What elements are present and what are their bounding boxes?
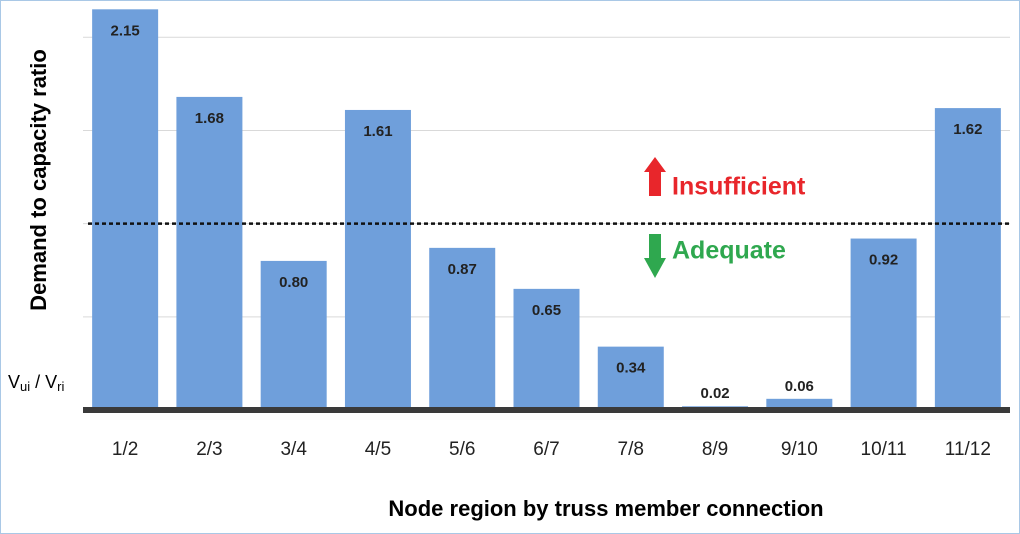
bar [597,346,664,410]
x-tick-label: 7/8 [618,439,644,460]
bar [344,109,411,411]
x-tick-label: 3/4 [280,439,307,460]
value-label: 0.87 [448,261,477,278]
bar [260,260,327,410]
annotation: Adequate [672,237,786,265]
x-axis-title: Node region by truss member connection [388,496,823,521]
x-tick-label: 1/2 [112,439,138,460]
x-tick-label: 9/10 [781,439,818,460]
value-label: 1.62 [953,121,982,138]
x-tick-label: 11/12 [945,439,991,460]
subscript: ri [57,379,64,394]
value-label: 0.34 [616,360,646,377]
bar [513,288,580,410]
value-label: 1.61 [363,123,392,140]
value-label: 0.02 [700,385,729,402]
x-tick-label: 2/3 [196,439,222,460]
value-label: 0.92 [869,252,898,269]
bar [176,96,243,410]
bar [766,398,833,410]
value-label: 2.15 [111,22,140,39]
bar [934,108,1001,410]
y-unit-label: Vui / Vri [8,372,64,395]
value-label: 1.68 [195,110,224,127]
up-arrow [644,157,666,196]
subscript: ui [20,379,30,394]
x-tick-label: 6/7 [533,439,559,460]
x-tick-label: 4/5 [365,439,391,460]
x-tick-label: 10/11 [861,439,907,460]
unit-text: / V [30,372,57,392]
bar [850,238,917,410]
value-label: 0.65 [532,302,561,319]
down-arrow [644,234,666,278]
value-label: 0.80 [279,274,308,291]
x-tick-label: 8/9 [702,439,728,460]
value-label: 0.06 [785,378,814,395]
bar [429,247,496,410]
x-tick-label: 5/6 [449,439,475,460]
annotation: Insufficient [672,173,806,201]
unit-text: V [8,372,20,392]
bar [92,9,159,411]
y-axis-title: Demand to capacity ratio [26,49,51,311]
